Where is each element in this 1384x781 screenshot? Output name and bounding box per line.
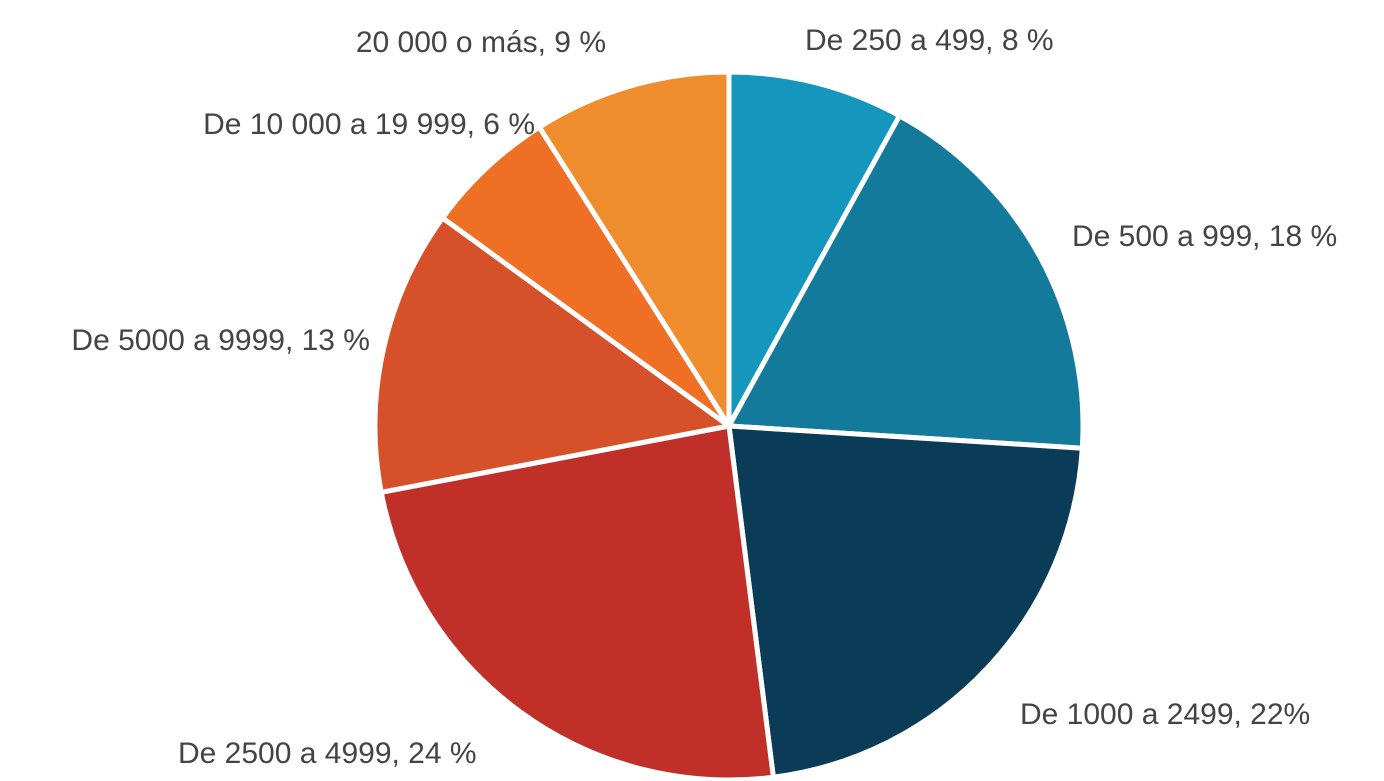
pie-slice <box>726 69 903 429</box>
slice-label: De 2500 a 4999, 24 % <box>178 737 477 770</box>
pie-slice <box>440 124 732 429</box>
slice-label: De 250 a 499, 8 % <box>805 24 1054 57</box>
slice-label: De 10 000 a 19 999, 6 % <box>203 108 535 141</box>
pie-slice <box>536 69 732 429</box>
slice-label: 20 000 o más, 9 % <box>356 26 606 59</box>
slice-label: De 1000 a 2499, 22% <box>1020 698 1310 731</box>
slice-label: De 5000 a 9999, 13 % <box>71 324 370 357</box>
slice-label: De 500 a 999, 18 % <box>1072 220 1337 253</box>
pie-slice <box>726 113 1086 451</box>
pie-slice <box>372 215 732 495</box>
pie-slice <box>726 423 1085 780</box>
pie-slice <box>378 423 776 781</box>
